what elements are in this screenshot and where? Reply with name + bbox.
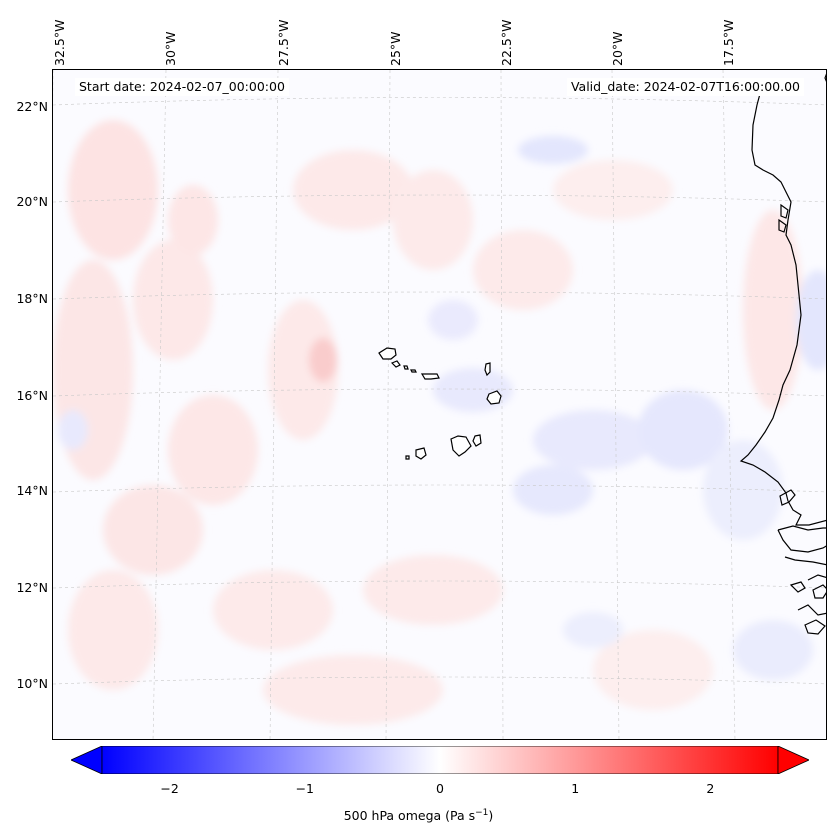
graticule (53, 70, 826, 739)
lon-label-30w: 30°W (163, 31, 178, 66)
colorbar-tick-label: 0 (436, 781, 444, 796)
lat-label-16n: 16°N (16, 388, 48, 403)
lat-label-18n: 18°N (16, 291, 48, 306)
colorbar (71, 746, 809, 774)
lat-label-22n: 22°N (16, 99, 48, 114)
island-sao-vicente (390, 360, 401, 368)
colorbar-label-text: 500 hPa omega (Pa s (343, 808, 476, 824)
island-sal (484, 362, 491, 377)
lat-label-14n: 14°N (16, 483, 48, 498)
valid-date-label: Valid_date: 2024-02-07T16:00:00.00 (566, 78, 804, 96)
lon-label-22-5w: 22.5°W (499, 19, 514, 66)
island-maio (472, 434, 482, 447)
lat-label-10n: 10°N (16, 676, 48, 691)
island-sao-nicolau (420, 373, 440, 380)
colorbar-label-exponent: −1 (475, 808, 489, 818)
island-boa-vista (486, 390, 502, 405)
island-santo-antao (378, 347, 397, 360)
omega-field-map (53, 70, 826, 739)
colorbar-label-close: ) (488, 808, 494, 824)
colorbar-min-extend (71, 746, 103, 774)
lon-label-20w: 20°W (610, 31, 625, 66)
lat-label-12n: 12°N (16, 580, 48, 595)
colorbar-tick-label: −1 (295, 781, 315, 796)
colorbar-tick-label: 2 (706, 781, 715, 796)
west-africa-coastline (739, 73, 826, 635)
island-santa-luzia (403, 365, 409, 370)
colorbar-max-extend (777, 746, 809, 774)
colorbar-body (101, 746, 779, 774)
colorbar-tick-label: 1 (571, 781, 580, 796)
lat-label-20n: 20°N (16, 194, 48, 209)
colorbar-tick-label: −2 (160, 781, 179, 796)
lon-label-32-5w: 32.5°W (52, 19, 67, 66)
island-sao-nicolau-w (410, 369, 417, 373)
start-date-label: Start date: 2024-02-07_00:00:00 (75, 78, 289, 96)
island-brava (405, 455, 410, 460)
map-panel[interactable]: Start date: 2024-02-07_00:00:00 Valid_da… (52, 69, 827, 740)
island-fogo (415, 447, 427, 460)
lon-label-27-5w: 27.5°W (276, 19, 291, 66)
colorbar-label: 500 hPa omega (Pa s−1) (0, 808, 837, 823)
lon-label-25w: 25°W (388, 31, 403, 66)
lon-label-17-5w: 17.5°W (721, 19, 736, 66)
cape-verde-islands (378, 347, 502, 460)
island-santiago (450, 435, 472, 457)
